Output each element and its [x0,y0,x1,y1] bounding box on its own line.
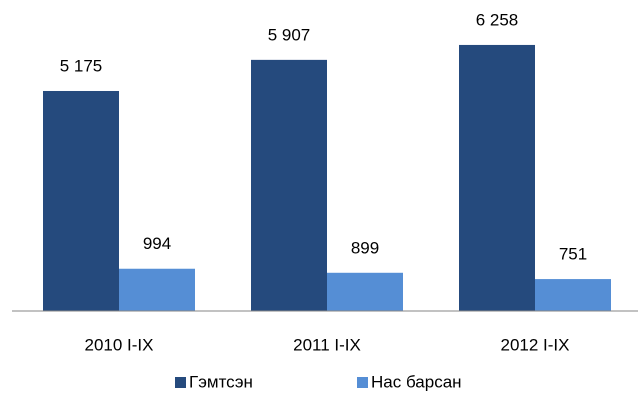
bar [119,268,195,311]
legend-swatch [175,377,186,388]
data-label: 6 258 [476,10,519,29]
legend-label: Гэмтсэн [189,372,253,391]
data-label: 994 [143,234,171,253]
x-tick-label: 2012 I-IX [501,335,570,354]
bar [327,272,403,311]
data-label: 899 [351,238,379,257]
legend-label: Нас барсан [371,372,462,391]
bar [535,279,611,311]
bar [251,59,327,311]
bar [459,44,535,312]
legend-swatch [357,377,368,388]
data-label: 751 [559,245,587,264]
x-tick-label: 2010 I-IX [85,335,154,354]
x-tick-label: 2011 I-IX [293,335,361,354]
data-label: 5 175 [60,56,103,75]
data-label: 5 907 [268,25,311,44]
bar [43,90,119,311]
